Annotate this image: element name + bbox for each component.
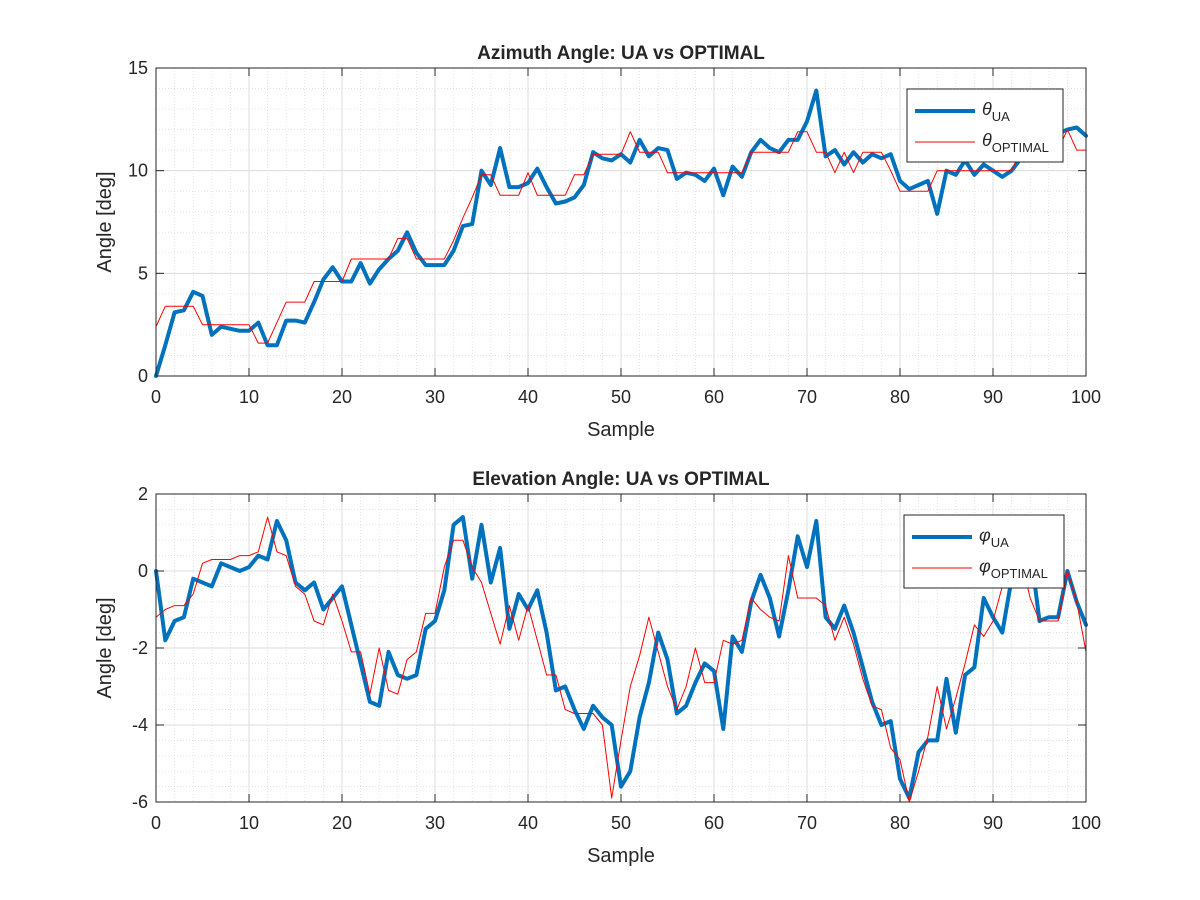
elevation-x-tick-label: 100 [1071,813,1101,833]
azimuth-x-tick-label: 20 [332,387,352,407]
elevation-y-tick-label: -4 [132,715,148,735]
elevation-legend: φUA φOPTIMAL [903,514,1065,589]
elevation-y-tick-label: 0 [138,561,148,581]
azimuth-x-tick-label: 90 [983,387,1003,407]
azimuth-series [154,88,1088,378]
elevation-subplot: 0 10 20 30 40 50 60 70 80 90 100 -6 -4 -2 0 2 Elevation… [94,469,1101,867]
azimuth-y-tick-label: 5 [138,263,148,283]
azimuth-x-tick-label: 10 [239,387,259,407]
elevation-legend-optimal-label: φOPTIMAL [979,556,1048,581]
elevation-legend-ua-symbol: φ [979,525,991,545]
elevation-x-tick-label: 0 [151,813,161,833]
elevation-x-tick-label: 30 [425,813,445,833]
elevation-x-tick-label: 60 [704,813,724,833]
azimuth-legend-ua-symbol: θ [982,99,992,119]
azimuth-chart-title: Azimuth Angle: UA vs OPTIMAL [477,43,765,64]
elevation-legend-optimal-subscript: OPTIMAL [991,566,1048,581]
azimuth-y-tick-label: 0 [138,366,148,386]
azimuth-y-tick-label: 15 [128,58,148,78]
azimuth-x-tick-label: 60 [704,387,724,407]
elevation-x-tick-label: 80 [890,813,910,833]
azimuth-legend-box [906,88,1064,163]
azimuth-legend-ua-label: θUA [982,99,1010,124]
azimuth-legend: θUA θOPTIMAL [906,88,1064,163]
azimuth-legend-ua-subscript: UA [992,109,1010,124]
azimuth-optimal-line [155,129,1087,344]
elevation-x-tick-label: 10 [239,813,259,833]
elevation-y-axis-label: Angle [deg] [94,597,116,698]
azimuth-legend-optimal-label: θOPTIMAL [982,130,1049,155]
azimuth-x-axis-label: Sample [587,419,655,441]
elevation-legend-ua-subscript: UA [991,535,1009,550]
elevation-legend-box [903,514,1065,589]
elevation-series [154,515,1088,803]
azimuth-x-tick-label: 100 [1071,387,1101,407]
elevation-chart-title: Elevation Angle: UA vs OPTIMAL [472,469,770,490]
azimuth-x-tick-label: 50 [611,387,631,407]
elevation-y-tick-label: 2 [138,484,148,504]
elevation-ua-line [154,515,1088,801]
elevation-legend-ua-label: φUA [979,525,1009,550]
azimuth-ticks: 0 10 20 30 40 50 60 70 80 90 100 0 5 10 15 [128,58,1101,407]
elevation-x-tick-label: 90 [983,813,1003,833]
elevation-x-tick-label: 20 [332,813,352,833]
elevation-x-tick-label: 40 [518,813,538,833]
azimuth-x-tick-label: 70 [797,387,817,407]
azimuth-subplot: 0 10 20 30 40 50 60 70 80 90 100 0 5 10 15 Azimuth Ang… [94,43,1101,441]
azimuth-x-tick-label: 40 [518,387,538,407]
elevation-x-axis-label: Sample [587,845,655,867]
elevation-legend-optimal-symbol: φ [979,556,991,576]
elevation-x-tick-label: 50 [611,813,631,833]
azimuth-y-tick-label: 10 [128,161,148,181]
elevation-y-tick-label: -6 [132,792,148,812]
elevation-ticks: 0 10 20 30 40 50 60 70 80 90 100 -6 -4 -2 0 2 [132,484,1101,833]
elevation-x-tick-label: 70 [797,813,817,833]
azimuth-legend-optimal-subscript: OPTIMAL [992,140,1049,155]
elevation-optimal-line [155,516,1087,803]
azimuth-x-tick-label: 80 [890,387,910,407]
azimuth-y-axis-label: Angle [deg] [94,171,116,272]
azimuth-legend-optimal-symbol: θ [982,130,992,150]
azimuth-x-tick-label: 30 [425,387,445,407]
azimuth-x-tick-label: 0 [151,387,161,407]
elevation-y-tick-label: -2 [132,638,148,658]
